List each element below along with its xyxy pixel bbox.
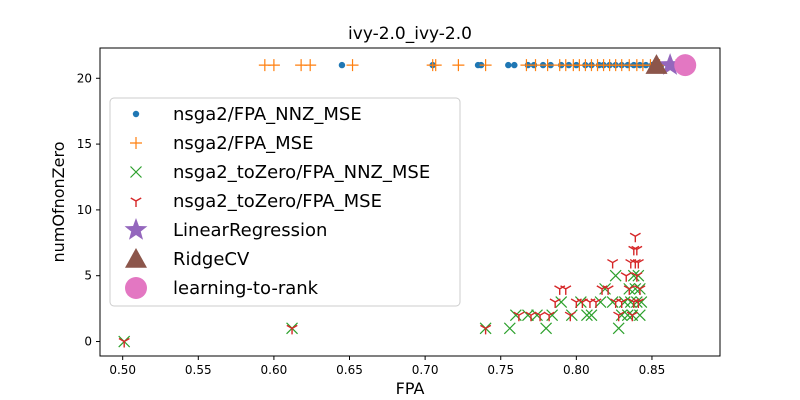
series-tri_down [118, 232, 646, 348]
x-tick-label: 0.85 [639, 363, 666, 377]
data-point-x [612, 322, 625, 335]
data-point-x [565, 309, 578, 322]
data-point-tri_down [564, 311, 576, 322]
x-tick-label: 0.75 [487, 363, 514, 377]
legend-label: learning-to-rank [173, 278, 319, 299]
x-tick-label: 0.70 [412, 363, 439, 377]
data-point-triangle [645, 54, 668, 74]
legend-marker-tri_down [130, 197, 142, 207]
data-point-plus [452, 59, 465, 72]
legend-marker-triangle [125, 248, 147, 268]
legend: nsga2/FPA_NNZ_MSE nsga2/FPA_MSE nsga2_toZe… [109, 97, 461, 307]
data-marks [118, 53, 697, 348]
data-point-tri_down [513, 311, 525, 322]
data-point-x [585, 309, 598, 322]
data-point-star [658, 53, 682, 75]
data-point-tri_down [607, 258, 619, 269]
data-point-tri_down [543, 311, 555, 322]
data-point-tri_down [626, 311, 638, 322]
data-point-x [540, 322, 553, 335]
data-point-tri_down [616, 298, 628, 309]
legend-label: nsga2_toZero/FPA_MSE [173, 191, 382, 212]
y-tick-label: 5 [84, 269, 92, 283]
data-point-x [629, 282, 642, 295]
legend-label: LinearRegression [173, 220, 327, 241]
x-axis-label: FPA [396, 379, 425, 398]
data-point-plus [479, 59, 492, 72]
data-point-tri_down [560, 285, 572, 295]
data-point-tri_down [549, 298, 561, 309]
y-tick-label: 15 [77, 137, 92, 151]
x-tick-label: 0.65 [336, 363, 363, 377]
data-point-circle [674, 54, 697, 77]
series-triangle [645, 54, 668, 74]
legend-marker-circle [125, 277, 147, 299]
legend-marker-dot [132, 110, 140, 118]
legend-marker-plus [130, 137, 142, 149]
data-point-tri_down [631, 245, 643, 256]
data-point-plus [529, 59, 542, 72]
x-tick-label: 0.60 [261, 363, 288, 377]
data-point-tri_down [632, 258, 644, 269]
series-circle [674, 54, 697, 77]
y-tick-label: 0 [84, 335, 92, 349]
data-point-tri_down [613, 311, 625, 322]
data-point-plus [346, 59, 359, 72]
data-point-x [574, 296, 587, 308]
data-point-tri_down [634, 285, 646, 295]
y-tick-label: 10 [77, 203, 92, 217]
x-axis: 0.50 0.55 0.60 0.65 0.70 0.75 0.80 0.85 [109, 356, 665, 377]
x-tick-label: 0.55 [185, 363, 212, 377]
data-point-tri_down [629, 232, 641, 243]
data-point-tri_down [590, 298, 602, 309]
data-point-x [621, 309, 634, 322]
data-point-dot [505, 61, 512, 69]
data-point-tri_down [631, 272, 643, 282]
legend-marker-x [130, 166, 142, 178]
chart-title: ivy-2.0_ivy-2.0 [348, 24, 472, 44]
data-point-plus [429, 59, 442, 72]
data-point-x [581, 309, 593, 322]
data-point-tri_down [602, 285, 614, 295]
legend-label: nsga2_toZero/FPA_NNZ_MSE [173, 162, 430, 183]
legend-box [109, 97, 461, 307]
data-point-tri_down [620, 272, 632, 282]
data-point-plus [267, 59, 280, 72]
data-point-x [609, 269, 622, 282]
data-point-tri_down [623, 285, 635, 295]
legend-label: nsga2/FPA_NNZ_MSE [173, 104, 362, 125]
data-point-x [594, 296, 607, 308]
legend-label: RidgeCV [173, 249, 250, 270]
x-tick-label: 0.50 [109, 363, 136, 377]
x-tick-label: 0.80 [563, 363, 590, 377]
data-point-x [555, 296, 568, 308]
data-point-plus [304, 59, 317, 72]
legend-label: nsga2/FPA_MSE [173, 133, 313, 154]
data-point-x [632, 269, 645, 282]
data-point-tri_down [632, 298, 644, 309]
data-point-dot [511, 61, 518, 69]
data-point-tri_down [118, 337, 130, 348]
y-axis: 0 5 10 15 20 [77, 71, 100, 349]
data-point-tri_down [480, 324, 492, 335]
legend-marker-star [124, 218, 148, 240]
data-point-tri_down [286, 324, 298, 335]
data-point-x [633, 309, 646, 322]
y-axis-label: numOfnonZero [49, 142, 68, 263]
series-star [658, 53, 682, 75]
y-tick-label: 20 [77, 71, 92, 85]
data-point-plus [541, 59, 554, 72]
data-point-x [503, 322, 516, 335]
data-point-dot [338, 61, 346, 69]
